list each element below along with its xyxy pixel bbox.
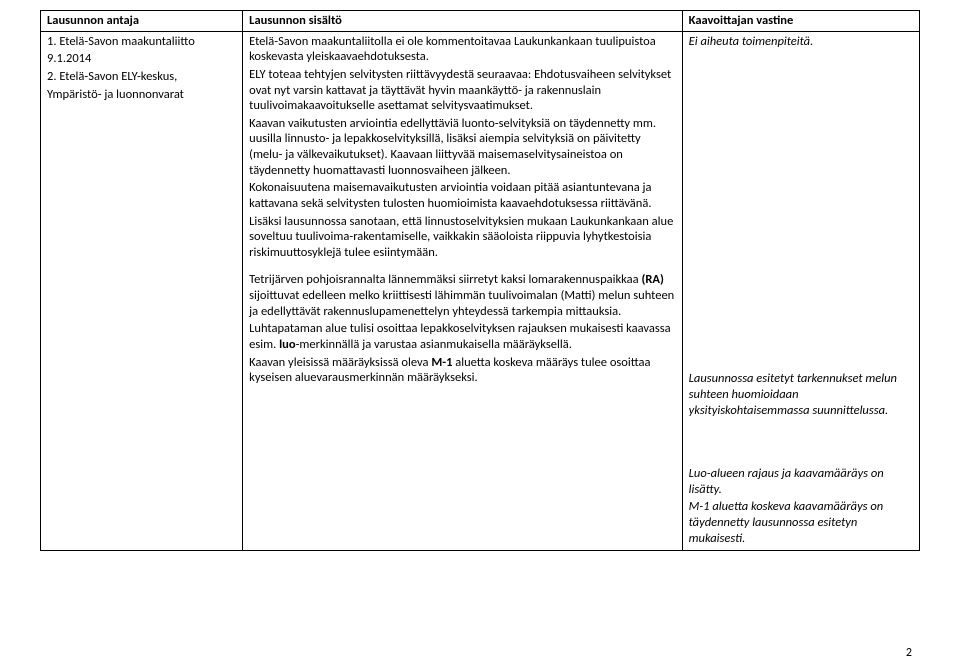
header-giver: Lausunnon antaja <box>41 11 243 32</box>
response-2c: M-1 aluetta koskeva kaavamääräys on täyd… <box>689 499 913 546</box>
content-2g-part1: Kaavan yleisissä määräyksissä oleva <box>249 355 431 370</box>
response-spacer <box>689 51 913 371</box>
content-2f: Luhtapataman alue tulisi osoittaa lepakk… <box>249 321 676 352</box>
response-2a: Lausunnossa esitetyt tarkennukset melun … <box>689 371 913 418</box>
page-number: 2 <box>906 646 912 660</box>
header-response: Kaavoittajan vastine <box>682 11 919 32</box>
giver-2-line1: 2. Etelä-Savon ELY-keskus, <box>47 69 236 85</box>
content-2c: Kokonaisuutena maisemavaikutusten arvioi… <box>249 180 676 211</box>
response-spacer-2 <box>689 420 913 466</box>
cell-content: Etelä-Savon maakuntaliitolla ei ole komm… <box>243 31 683 551</box>
content-2e-part1: Tetrijärven pohjoisrannalta lännemmäksi … <box>249 272 641 287</box>
content-2e-part2: sijoittuvat edelleen melko kriittisesti … <box>249 288 674 319</box>
table-header-row: Lausunnon antaja Lausunnon sisältö Kaavo… <box>41 11 920 32</box>
content-2f-part2: -merkinnällä ja varustaa asianmukaisella… <box>296 337 572 352</box>
header-content: Lausunnon sisältö <box>243 11 683 32</box>
content-1: Etelä-Savon maakuntaliitolla ei ole komm… <box>249 34 676 65</box>
content-2b: Kaavan vaikutusten arviointia edellyttäv… <box>249 116 676 179</box>
response-1: Ei aiheuta toimenpiteitä. <box>689 34 913 50</box>
page-container: Lausunnon antaja Lausunnon sisältö Kaavo… <box>0 0 960 666</box>
content-2g-m1: M-1 <box>431 355 452 370</box>
giver-1-line1: 1. Etelä-Savon maakuntaliitto <box>47 34 236 50</box>
response-2b: Luo-alueen rajaus ja kaavamääräys on lis… <box>689 466 913 497</box>
paragraph-gap <box>249 262 676 272</box>
content-2e: Tetrijärven pohjoisrannalta lännemmäksi … <box>249 272 676 319</box>
cell-giver: 1. Etelä-Savon maakuntaliitto 9.1.2014 2… <box>41 31 243 551</box>
giver-1-line2: 9.1.2014 <box>47 51 236 67</box>
cell-response: Ei aiheuta toimenpiteitä. Lausunnossa es… <box>682 31 919 551</box>
statements-table: Lausunnon antaja Lausunnon sisältö Kaavo… <box>40 10 920 551</box>
content-2a: ELY toteaa tehtyjen selvitysten riittävy… <box>249 67 676 114</box>
content-2g: Kaavan yleisissä määräyksissä oleva M-1 … <box>249 355 676 386</box>
content-2e-ra: (RA) <box>641 272 663 287</box>
content-2d: Lisäksi lausunnossa sanotaan, että linnu… <box>249 214 676 261</box>
giver-2-line2: Ympäristö- ja luonnonvarat <box>47 87 236 103</box>
table-row: 1. Etelä-Savon maakuntaliitto 9.1.2014 2… <box>41 31 920 551</box>
content-2f-luo: luo <box>279 337 296 352</box>
